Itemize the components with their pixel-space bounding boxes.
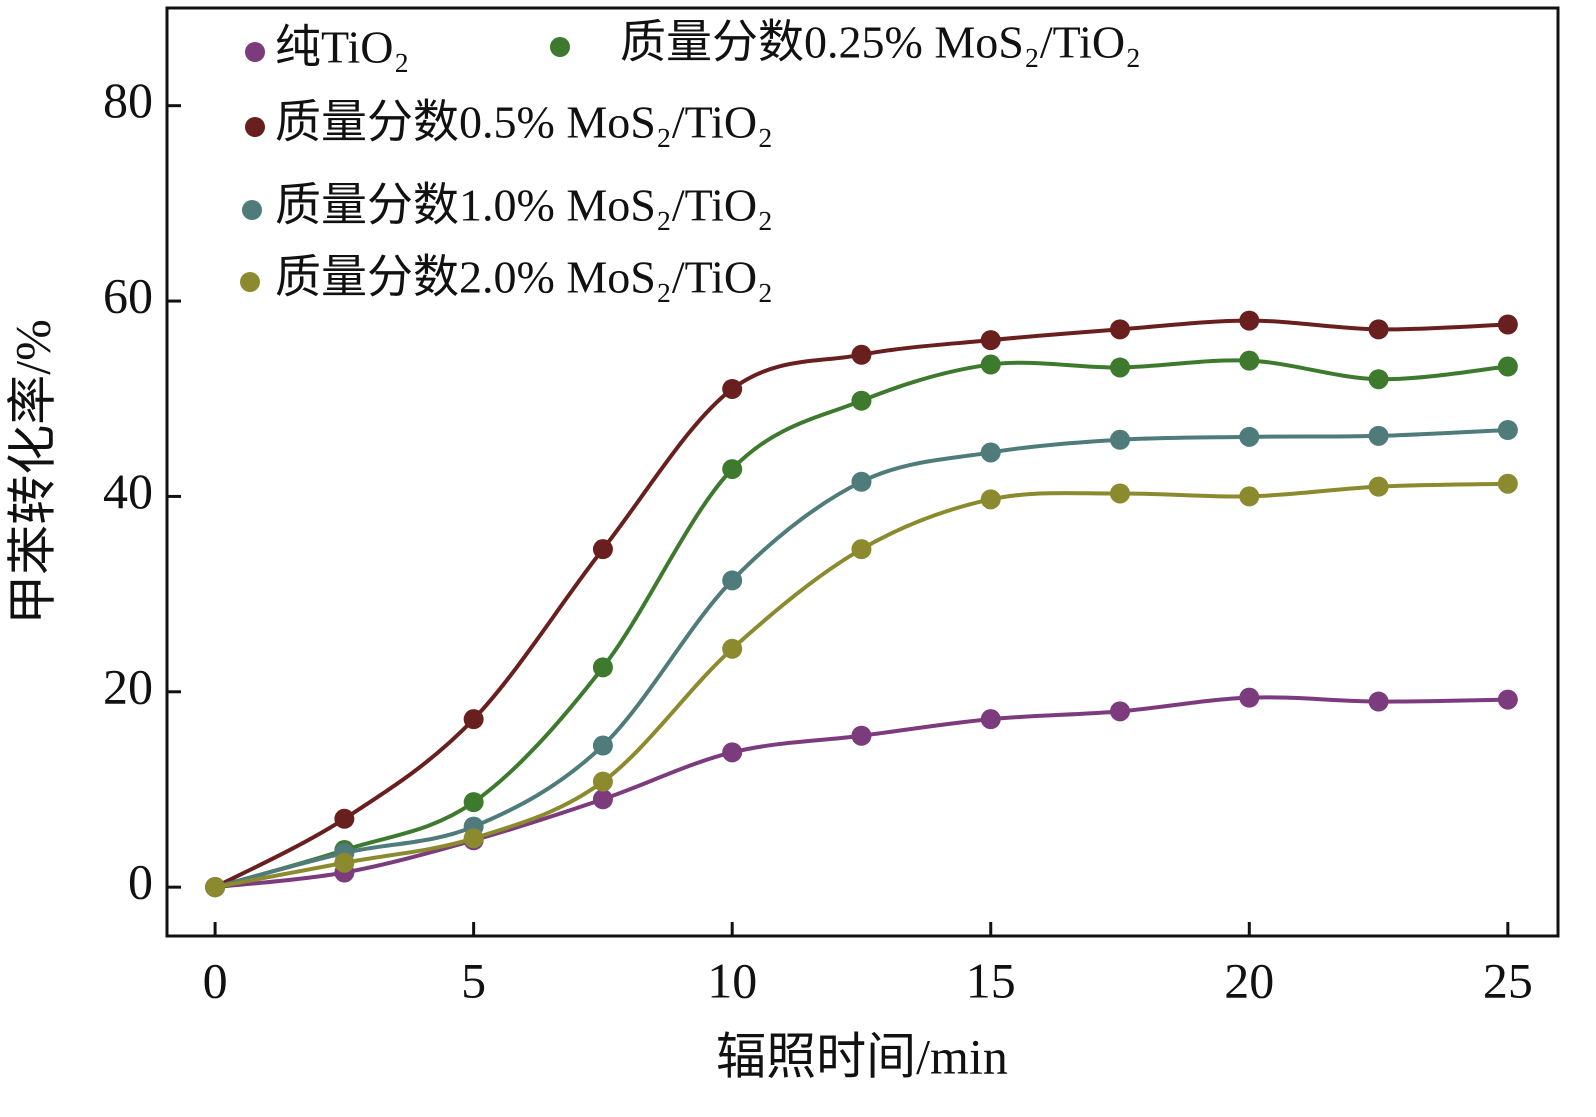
data-point <box>980 354 1001 375</box>
data-point <box>980 709 1001 730</box>
legend-label: 质量分数0.5% MoS₂/TiO₂ <box>275 97 773 148</box>
data-point <box>463 828 484 849</box>
data-point <box>722 638 743 659</box>
data-point <box>1239 486 1260 507</box>
x-tick-label: 20 <box>1224 952 1274 1008</box>
data-point <box>1110 701 1131 722</box>
y-axis-label: 甲苯转化率/% <box>4 319 60 625</box>
x-tick-label: 15 <box>966 952 1016 1008</box>
data-point <box>1110 357 1131 378</box>
y-tick-label: 40 <box>103 463 153 519</box>
data-point <box>1368 369 1389 390</box>
y-tick-label: 80 <box>103 72 153 128</box>
data-point <box>592 657 613 678</box>
data-point <box>722 742 743 763</box>
series-line <box>214 427 1508 890</box>
data-point <box>851 471 872 492</box>
data-point <box>334 808 355 829</box>
legend-marker <box>550 37 570 57</box>
data-point <box>851 725 872 746</box>
data-point <box>1239 426 1260 447</box>
y-tick-label: 0 <box>128 854 153 910</box>
data-point <box>851 539 872 560</box>
data-point <box>851 390 872 411</box>
legend-label: 纯TiO₂ <box>275 22 410 73</box>
data-point <box>1368 425 1389 446</box>
data-point <box>592 735 613 756</box>
y-tick-label: 60 <box>103 268 153 324</box>
legend-marker <box>245 117 265 137</box>
data-point <box>980 442 1001 463</box>
y-tick-label: 20 <box>103 658 153 714</box>
data-point <box>463 792 484 813</box>
data-point <box>463 709 484 730</box>
data-point <box>205 877 226 898</box>
data-point <box>722 570 743 591</box>
data-point <box>1368 691 1389 712</box>
legend-label: 质量分数2.0% MoS₂/TiO₂ <box>275 252 773 303</box>
legend-label: 质量分数0.25% MoS₂/TiO₂ <box>620 17 1141 68</box>
data-point <box>334 852 355 873</box>
legend-label: 质量分数1.0% MoS₂/TiO₂ <box>275 180 773 231</box>
legend-marker <box>242 200 262 220</box>
data-point <box>592 771 613 792</box>
series-line <box>214 358 1509 890</box>
data-point <box>1239 350 1260 371</box>
data-point <box>1497 689 1518 710</box>
data-point <box>980 330 1001 351</box>
data-point <box>1497 314 1518 335</box>
legend-marker <box>240 272 260 292</box>
x-tick-label: 10 <box>707 952 757 1008</box>
data-point <box>1110 429 1131 450</box>
data-point <box>1497 473 1518 494</box>
data-point <box>1239 687 1260 708</box>
data-point <box>592 539 613 560</box>
x-tick-label: 25 <box>1483 952 1533 1008</box>
x-tick-label: 0 <box>203 952 228 1008</box>
data-point <box>1497 419 1518 440</box>
data-point <box>1497 356 1518 377</box>
data-point <box>1110 483 1131 504</box>
data-point <box>592 789 613 810</box>
series-line <box>214 318 1508 889</box>
plot-frame <box>165 6 1560 938</box>
x-tick-label: 5 <box>461 952 486 1008</box>
data-point <box>722 378 743 399</box>
data-point <box>1368 319 1389 340</box>
data-point <box>1110 319 1131 340</box>
legend-marker <box>245 42 265 62</box>
data-point <box>722 459 743 480</box>
data-point <box>980 489 1001 510</box>
data-point <box>1239 310 1260 331</box>
data-point <box>1368 476 1389 497</box>
x-axis-label: 辐照时间/min <box>716 1028 1008 1084</box>
data-point <box>851 344 872 365</box>
